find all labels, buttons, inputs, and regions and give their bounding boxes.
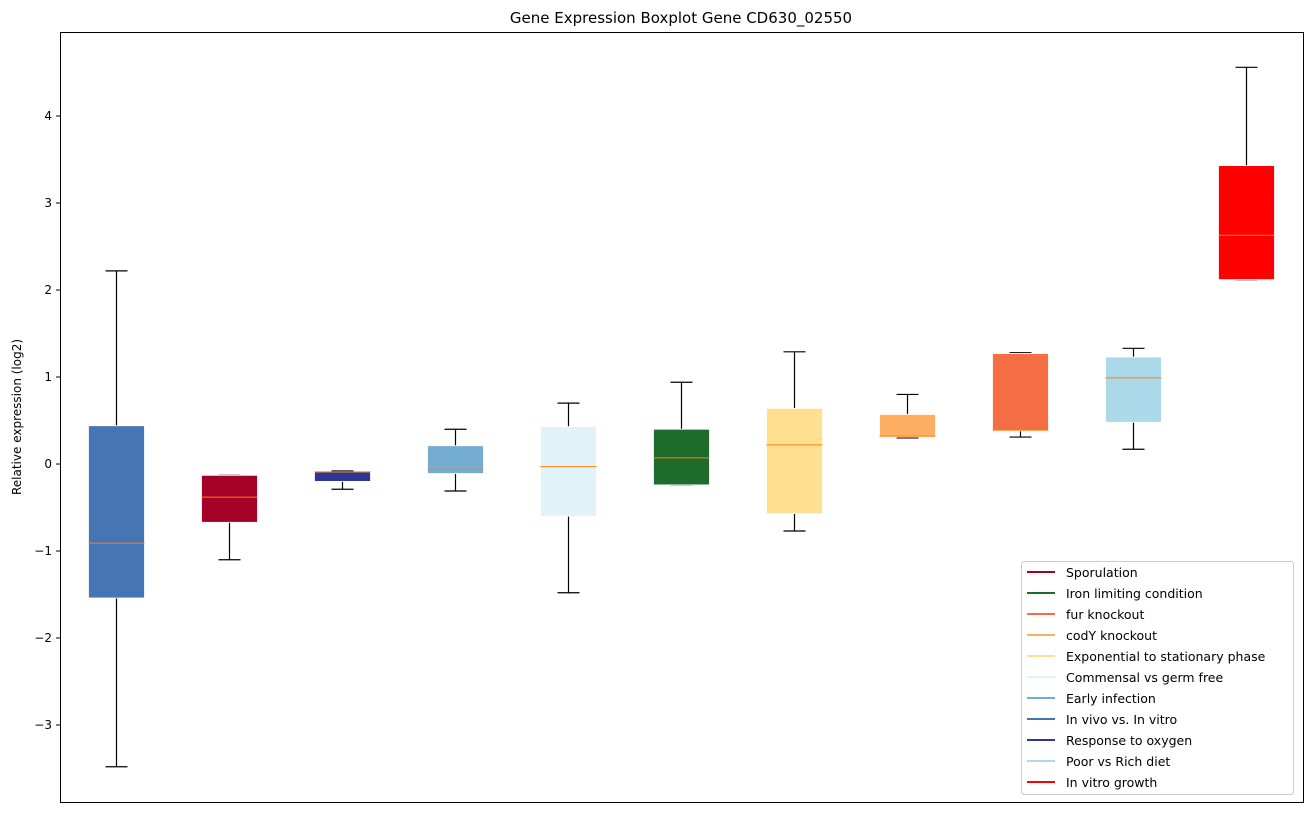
legend-label: Iron limiting condition bbox=[1066, 586, 1203, 601]
legend: Sporulation Iron limiting condition fur kn… bbox=[1021, 561, 1294, 795]
legend-item: fur knockout bbox=[1027, 607, 1144, 622]
legend-item: Sporulation bbox=[1027, 565, 1138, 580]
legend-label: Response to oxygen bbox=[1066, 733, 1192, 748]
box-iqr bbox=[653, 428, 710, 486]
legend-label: Sporulation bbox=[1066, 565, 1138, 580]
box-iqr bbox=[540, 426, 597, 517]
y-tick-label: −3 bbox=[34, 718, 52, 732]
box-iqr bbox=[1105, 356, 1162, 423]
y-tick-label: 2 bbox=[44, 283, 52, 297]
boxes-group bbox=[88, 66, 1275, 768]
box-iqr bbox=[992, 353, 1049, 432]
chart-title: Gene Expression Boxplot Gene CD630_02550 bbox=[510, 9, 852, 28]
box-iron-limiting-condition bbox=[653, 381, 710, 486]
y-tick-label: −1 bbox=[34, 544, 52, 558]
legend-label: Exponential to stationary phase bbox=[1066, 649, 1266, 664]
box-fur-knockout bbox=[992, 352, 1049, 438]
y-tick-label: 4 bbox=[44, 109, 52, 123]
legend-item: In vitro growth bbox=[1027, 775, 1157, 790]
box-iqr bbox=[88, 425, 145, 599]
legend-item: Response to oxygen bbox=[1027, 733, 1192, 748]
box-sporulation bbox=[201, 474, 258, 561]
legend-item: codY knockout bbox=[1027, 628, 1157, 643]
legend-label: Commensal vs germ free bbox=[1066, 670, 1223, 685]
box-early-infection bbox=[427, 428, 484, 492]
y-tick-label: 3 bbox=[44, 196, 52, 210]
legend-item: Poor vs Rich diet bbox=[1027, 754, 1170, 769]
box-iqr bbox=[879, 414, 936, 438]
y-axis-label: Relative expression (log2) bbox=[10, 339, 24, 495]
box-exponential-to-stationary-phase bbox=[766, 351, 823, 532]
legend-item: Iron limiting condition bbox=[1027, 586, 1203, 601]
box-in-vitro-growth bbox=[1218, 66, 1275, 281]
legend-label: Early infection bbox=[1066, 691, 1156, 706]
plot-frame bbox=[60, 32, 1304, 803]
y-tick-label: 1 bbox=[44, 370, 52, 384]
legend-item: Commensal vs germ free bbox=[1027, 670, 1223, 685]
box-response-to-oxygen bbox=[314, 470, 371, 490]
legend-item: Early infection bbox=[1027, 691, 1156, 706]
y-tick-label: 0 bbox=[44, 457, 52, 471]
box-poor-vs-rich-diet bbox=[1105, 347, 1162, 450]
y-tick-label: −2 bbox=[34, 631, 52, 645]
box-iqr bbox=[1218, 165, 1275, 280]
legend-label: In vitro growth bbox=[1066, 775, 1157, 790]
legend-label: Poor vs Rich diet bbox=[1066, 754, 1170, 769]
box-iqr bbox=[314, 471, 371, 482]
legend-frame bbox=[1021, 561, 1294, 795]
box-in-vivo-vs-in-vitro bbox=[88, 270, 145, 768]
box-cody-knockout bbox=[879, 393, 936, 439]
legend-label: codY knockout bbox=[1066, 628, 1157, 643]
box-commensal-vs-germ-free bbox=[540, 402, 597, 594]
legend-item: In vivo vs. In vitro bbox=[1027, 712, 1177, 727]
legend-label: In vivo vs. In vitro bbox=[1066, 712, 1177, 727]
y-axis: −3 −2 −1 0 1 2 3 4 bbox=[34, 109, 60, 732]
box-iqr bbox=[766, 407, 823, 515]
legend-item: Exponential to stationary phase bbox=[1027, 649, 1266, 664]
box-iqr bbox=[201, 474, 258, 523]
legend-label: fur knockout bbox=[1066, 607, 1144, 622]
